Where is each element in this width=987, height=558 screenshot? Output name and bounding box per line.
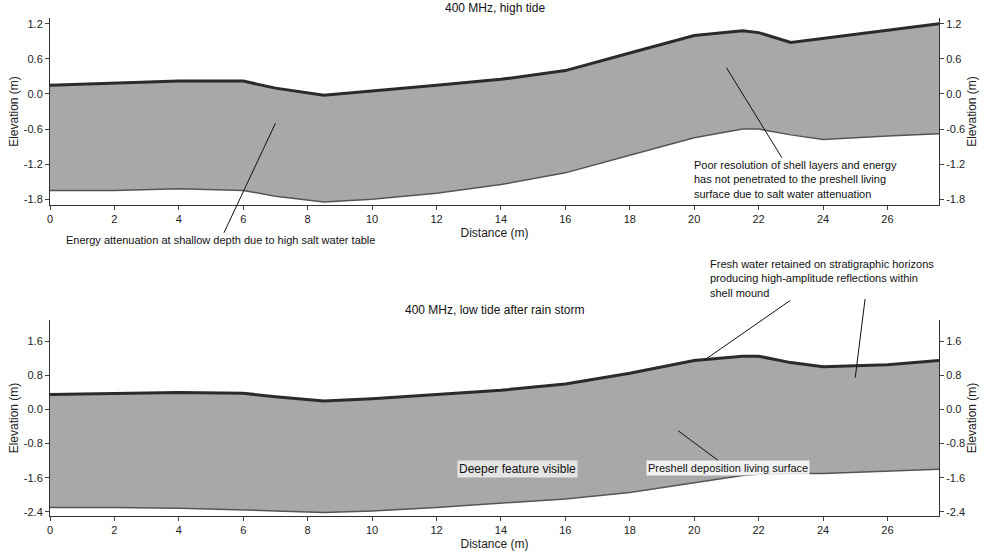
- svg-text:0.0: 0.0: [946, 88, 961, 100]
- svg-text:26: 26: [881, 213, 893, 225]
- svg-text:16: 16: [559, 213, 571, 225]
- svg-text:400 MHz, high tide: 400 MHz, high tide: [445, 1, 545, 15]
- svg-text:-2.4: -2.4: [24, 506, 43, 518]
- svg-text:26: 26: [881, 524, 893, 536]
- svg-text:Distance (m): Distance (m): [460, 537, 528, 551]
- svg-text:400 MHz, low tide after rain s: 400 MHz, low tide after rain storm: [405, 303, 584, 317]
- svg-text:-0.8: -0.8: [24, 437, 43, 449]
- svg-text:Fresh water retained on strati: Fresh water retained on stratigraphic ho…: [710, 258, 934, 299]
- svg-text:14: 14: [495, 524, 507, 536]
- svg-text:-1.6: -1.6: [946, 471, 965, 483]
- svg-text:1.2: 1.2: [28, 18, 43, 30]
- svg-text:Energy attenuation at shallow: Energy attenuation at shallow depth due …: [66, 234, 375, 246]
- svg-text:22: 22: [752, 213, 764, 225]
- svg-text:10: 10: [366, 213, 378, 225]
- svg-text:Elevation (m): Elevation (m): [7, 76, 21, 147]
- svg-text:0.6: 0.6: [28, 53, 43, 65]
- svg-text:1.6: 1.6: [946, 335, 961, 347]
- svg-text:-2.4: -2.4: [946, 506, 965, 518]
- svg-text:Elevation (m): Elevation (m): [965, 76, 979, 147]
- svg-text:10: 10: [366, 524, 378, 536]
- svg-text:18: 18: [624, 524, 636, 536]
- svg-text:0: 0: [47, 213, 53, 225]
- svg-text:14: 14: [495, 213, 507, 225]
- svg-text:20: 20: [688, 524, 700, 536]
- svg-text:12: 12: [430, 524, 442, 536]
- svg-text:2: 2: [111, 524, 117, 536]
- svg-text:24: 24: [817, 213, 829, 225]
- svg-text:0.0: 0.0: [28, 88, 43, 100]
- svg-text:Distance (m): Distance (m): [460, 226, 528, 240]
- svg-text:1.2: 1.2: [946, 18, 961, 30]
- svg-text:Deeper feature visible: Deeper feature visible: [459, 462, 576, 476]
- svg-text:6: 6: [240, 524, 246, 536]
- svg-text:Elevation (m): Elevation (m): [7, 383, 21, 454]
- svg-text:0.0: 0.0: [28, 403, 43, 415]
- svg-text:1.6: 1.6: [28, 335, 43, 347]
- svg-text:6: 6: [240, 213, 246, 225]
- svg-text:0.8: 0.8: [946, 369, 961, 381]
- svg-text:12: 12: [430, 213, 442, 225]
- svg-text:0.8: 0.8: [28, 369, 43, 381]
- svg-text:-1.2: -1.2: [946, 158, 965, 170]
- svg-text:Poor resolution of shell layer: Poor resolution of shell layers and ener…: [694, 159, 897, 200]
- svg-text:0: 0: [47, 524, 53, 536]
- svg-text:-1.8: -1.8: [946, 193, 965, 205]
- svg-text:0.6: 0.6: [946, 53, 961, 65]
- svg-text:4: 4: [176, 524, 182, 536]
- svg-text:4: 4: [176, 213, 182, 225]
- svg-text:22: 22: [752, 524, 764, 536]
- svg-text:-0.6: -0.6: [946, 123, 965, 135]
- svg-text:Elevation (m): Elevation (m): [965, 383, 979, 454]
- svg-text:24: 24: [817, 524, 829, 536]
- svg-text:-0.8: -0.8: [946, 437, 965, 449]
- svg-text:-1.8: -1.8: [24, 193, 43, 205]
- svg-text:-0.6: -0.6: [24, 123, 43, 135]
- svg-text:18: 18: [624, 213, 636, 225]
- svg-text:0.0: 0.0: [946, 403, 961, 415]
- svg-text:8: 8: [305, 213, 311, 225]
- svg-text:8: 8: [305, 524, 311, 536]
- svg-text:Preshell deposition living sur: Preshell deposition living surface: [648, 462, 808, 474]
- svg-text:16: 16: [559, 524, 571, 536]
- svg-text:2: 2: [111, 213, 117, 225]
- svg-text:20: 20: [688, 213, 700, 225]
- svg-text:-1.6: -1.6: [24, 471, 43, 483]
- svg-text:-1.2: -1.2: [24, 158, 43, 170]
